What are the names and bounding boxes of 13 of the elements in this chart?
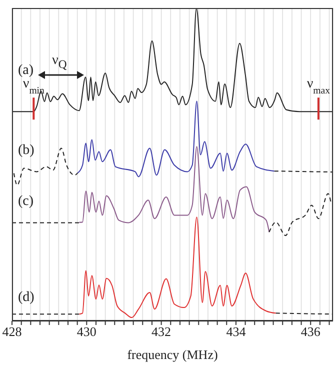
- annotation: (c): [18, 194, 34, 209]
- x-tick-label: 432: [152, 324, 172, 340]
- annotation: ν$_{Q}$: [52, 53, 67, 72]
- x-tick-label: 430: [76, 324, 96, 340]
- annotation: (a): [18, 63, 34, 78]
- x-tick-label: 428: [2, 324, 22, 340]
- annotation: ν$_{max}$: [306, 76, 330, 96]
- x-tick-label: 434: [226, 324, 246, 340]
- annotation: ν$_{min}$: [22, 76, 45, 96]
- annotation: (b): [18, 143, 34, 158]
- x-axis-title: frequency (MHz): [127, 347, 218, 362]
- annotation: (d): [18, 290, 34, 305]
- x-tick-label: 436: [300, 324, 321, 340]
